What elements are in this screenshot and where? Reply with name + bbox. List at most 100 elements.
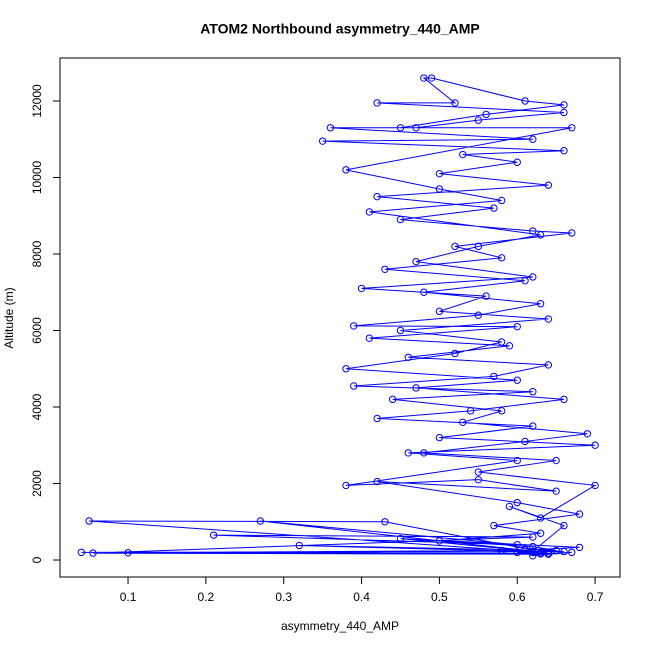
data-point	[482, 110, 490, 119]
data-point	[497, 254, 506, 262]
data-point	[77, 548, 86, 557]
data-point	[552, 456, 560, 465]
data-point	[513, 498, 521, 507]
data-point	[560, 547, 568, 556]
data-point	[435, 169, 444, 178]
data-point	[365, 208, 374, 216]
data-point	[89, 549, 97, 557]
data-point	[326, 124, 335, 132]
data-point	[459, 150, 467, 159]
data-point	[396, 326, 405, 335]
data-point	[342, 365, 350, 373]
data-point	[373, 477, 381, 486]
data-point	[342, 481, 350, 490]
data-point	[474, 311, 483, 319]
data-point	[513, 456, 521, 465]
x-tick-label: 0.4	[353, 590, 370, 604]
data-point	[466, 407, 475, 415]
data-point	[536, 231, 545, 239]
data-point	[529, 542, 537, 551]
data-point	[420, 288, 428, 296]
x-tick-label: 0.1	[120, 590, 137, 604]
data-point	[435, 185, 444, 193]
data-point	[490, 372, 498, 381]
data-point	[474, 242, 483, 251]
data-point	[412, 384, 420, 392]
data-point	[373, 414, 381, 423]
data-point	[295, 541, 303, 550]
data-point	[381, 265, 389, 274]
data-point	[420, 449, 428, 457]
data-point	[490, 204, 498, 212]
data-point	[505, 502, 514, 511]
data-point	[513, 158, 521, 166]
chart-title: ATOM2 Northbound asymmetry_440_AMP	[200, 21, 480, 37]
x-tick-label: 0.2	[198, 590, 215, 604]
y-tick-label: 0	[30, 556, 44, 563]
data-point	[505, 342, 514, 350]
x-axis-label: asymmetry_440_AMP	[281, 619, 399, 633]
data-point	[435, 537, 444, 545]
data-point	[451, 242, 459, 251]
data-point	[365, 334, 374, 342]
data-point	[396, 534, 405, 543]
data-point	[521, 277, 529, 285]
y-tick-label: 10000	[30, 160, 44, 194]
data-point	[529, 547, 537, 555]
data-point	[568, 229, 576, 237]
y-tick-label: 4000	[30, 393, 44, 420]
data-point	[521, 437, 529, 446]
data-point	[451, 349, 459, 358]
y-tick-label: 8000	[30, 240, 44, 267]
data-point	[497, 196, 506, 205]
data-point	[435, 307, 444, 316]
data-line	[81, 77, 597, 557]
data-point	[544, 181, 553, 189]
data-point	[474, 475, 483, 484]
data-point	[404, 353, 412, 361]
data-point	[529, 135, 537, 143]
data-point	[552, 487, 560, 495]
data-point	[568, 124, 576, 132]
data-point	[350, 382, 358, 390]
data-point	[529, 552, 537, 560]
data-point	[412, 257, 420, 266]
data-point	[256, 517, 265, 525]
data-point	[591, 481, 599, 490]
data-point	[474, 468, 483, 476]
y-tick-label: 2000	[30, 470, 44, 497]
data-point	[560, 101, 568, 109]
data-point	[513, 541, 521, 549]
x-tick-label: 0.3	[275, 590, 292, 604]
data-point	[381, 518, 389, 526]
data-point	[357, 284, 366, 293]
data-point	[435, 433, 444, 442]
data-point	[575, 510, 584, 518]
data-point	[451, 99, 459, 107]
data-point	[521, 97, 529, 105]
data-point	[396, 124, 405, 132]
data-point	[124, 549, 132, 557]
data-point	[318, 137, 327, 145]
data-point	[497, 546, 506, 555]
data-point	[420, 74, 428, 82]
data-point	[427, 74, 436, 82]
data-point	[568, 548, 576, 557]
data-point	[396, 215, 405, 224]
x-tick-label: 0.5	[431, 590, 448, 604]
x-tick-label: 0.7	[587, 590, 604, 604]
data-point	[521, 546, 529, 554]
data-point	[560, 147, 568, 155]
data-point	[536, 548, 545, 556]
y-tick-label: 6000	[30, 317, 44, 344]
data-point	[513, 376, 521, 384]
data-point	[536, 529, 545, 537]
y-tick-label: 12000	[30, 84, 44, 118]
data-point	[490, 521, 498, 530]
data-point	[529, 533, 537, 541]
data-point	[85, 517, 93, 525]
data-point	[529, 422, 537, 430]
data-point	[544, 361, 553, 369]
data-point	[552, 546, 560, 555]
